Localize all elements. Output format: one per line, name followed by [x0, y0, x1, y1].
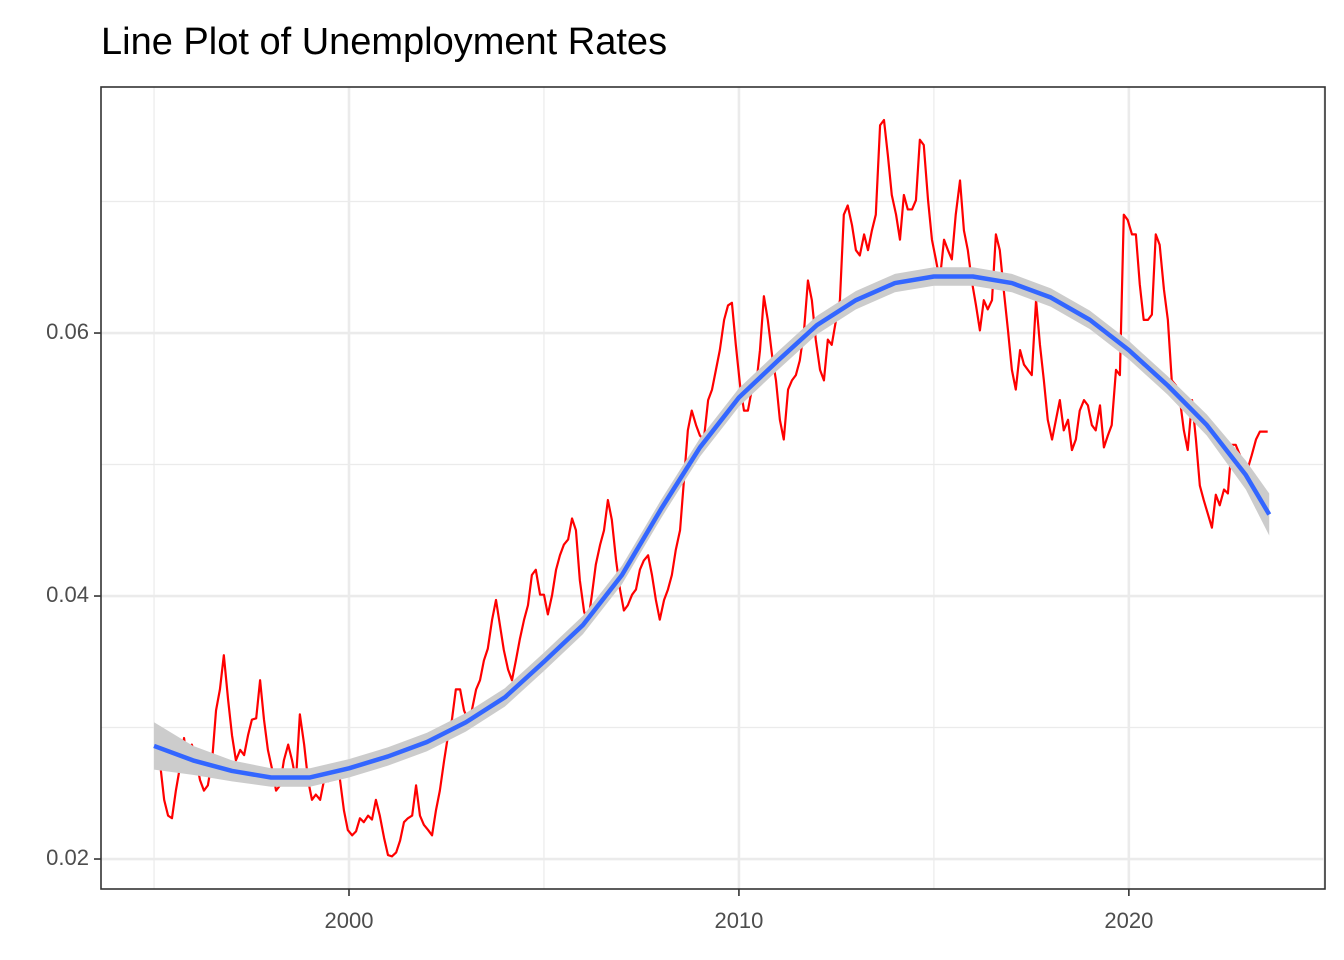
smooth-line — [153, 274, 1272, 780]
x-tick-label: 2000 — [325, 908, 374, 933]
chart-title: Line Plot of Unemployment Rates — [101, 21, 667, 63]
data-line — [154, 118, 1268, 858]
y-tick-label: 0.02 — [46, 845, 89, 870]
x-tick-label: 2010 — [714, 908, 763, 933]
x-tick-label: 2020 — [1104, 908, 1153, 933]
y-tick-label: 0.04 — [46, 582, 89, 607]
panel-border — [100, 86, 1326, 890]
y-tick-label: 0.06 — [46, 319, 89, 344]
